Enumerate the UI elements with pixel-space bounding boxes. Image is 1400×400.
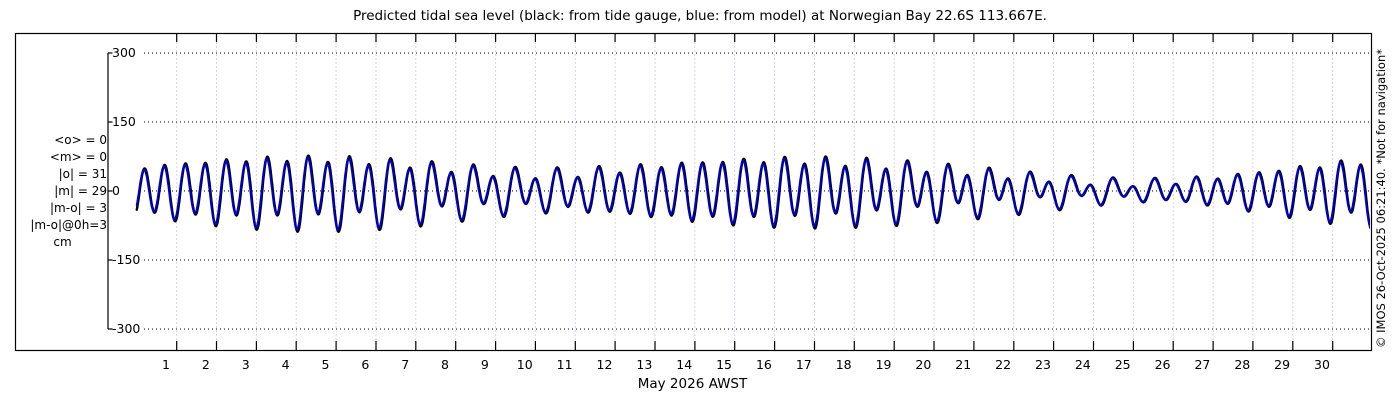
plot-frame xyxy=(14,32,1373,352)
stat-line: cm xyxy=(53,235,72,249)
x-tick-label: 19 xyxy=(875,357,892,372)
x-tick-label: 28 xyxy=(1234,357,1251,372)
x-tick-label: 5 xyxy=(321,357,330,372)
x-tick-label: 13 xyxy=(636,357,653,372)
y-tick-label: -150 xyxy=(112,252,141,267)
x-tick-label: 3 xyxy=(241,357,250,372)
x-axis-title: May 2026 AWST xyxy=(637,376,748,392)
x-tick-label: 24 xyxy=(1074,357,1091,372)
tide-curves xyxy=(135,154,1370,234)
chart-title: Predicted tidal sea level (black: from t… xyxy=(353,8,1047,24)
x-tick-label: 20 xyxy=(915,357,932,372)
stat-line: |o| = 31 xyxy=(58,167,107,181)
x-tick-label: 18 xyxy=(835,357,852,372)
y-tick-label: -300 xyxy=(112,321,141,336)
x-tick-label: 25 xyxy=(1114,357,1131,372)
stat-line: |m| = 29 xyxy=(54,184,107,198)
x-tick-label: 9 xyxy=(480,357,489,372)
model-curve xyxy=(135,156,1370,231)
x-tick-label: 8 xyxy=(441,357,449,372)
x-tick-label: 16 xyxy=(755,357,772,372)
y-tick-label: 0 xyxy=(112,183,120,198)
x-tick-label: 22 xyxy=(995,357,1012,372)
x-tick-label: 26 xyxy=(1154,357,1171,372)
y-axis xyxy=(107,52,113,330)
axis-ticks xyxy=(176,33,1334,350)
x-tick-label: 27 xyxy=(1194,357,1211,372)
x-tick-label: 6 xyxy=(361,357,370,372)
x-tick-label: 29 xyxy=(1274,357,1291,372)
stat-line: <o> = 0 xyxy=(54,133,107,147)
x-tick-label: 11 xyxy=(556,357,573,372)
x-tick-label: 10 xyxy=(516,357,533,372)
x-tick-label: 12 xyxy=(596,357,613,372)
x-tick-label: 2 xyxy=(201,357,210,372)
copyright-watermark: © IMOS 26-Oct-2025 06:21:40. *Not for na… xyxy=(1374,49,1388,348)
x-tick-label: 15 xyxy=(716,357,733,372)
x-tick-label: 30 xyxy=(1314,357,1330,372)
x-tick-label: 21 xyxy=(955,357,972,372)
day-gridlines xyxy=(176,34,1334,349)
y-tick-label: 300 xyxy=(112,45,136,60)
stat-line: |m-o| = 3 xyxy=(50,201,107,215)
x-tick-label: 1 xyxy=(162,357,170,372)
x-tick-label: 7 xyxy=(401,357,410,372)
x-tick-label: 14 xyxy=(676,357,693,372)
y-tick-label: 150 xyxy=(112,114,136,129)
x-tick-label: 17 xyxy=(795,357,812,372)
x-tick-label: 23 xyxy=(1035,357,1051,372)
stat-line: <m> = 0 xyxy=(49,150,107,164)
x-tick-label: 4 xyxy=(281,357,290,372)
stat-line: |m-o|@0h=3 xyxy=(30,218,107,232)
stats-block: <o> = 0 <m> = 0 |o| = 31 |m| = 29 |m-o| = 3 |… xyxy=(18,132,107,251)
